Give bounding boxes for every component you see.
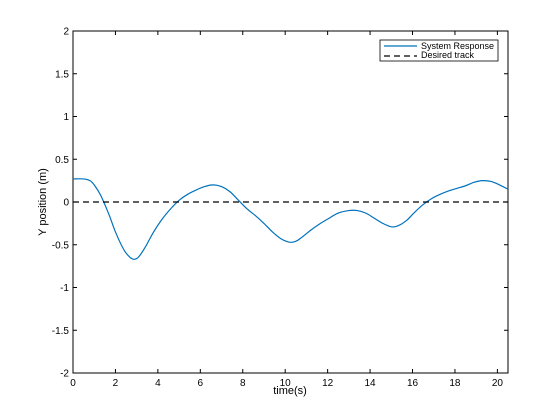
y-tick-label: -0.5 [52, 240, 70, 251]
x-tick-label: 0 [70, 378, 76, 389]
y-tick-label: 2 [63, 27, 69, 38]
x-tick-label: 18 [449, 378, 461, 389]
legend-label-desired-track: Desired track [421, 50, 475, 60]
y-axis-label: Y position (m) [37, 168, 49, 236]
y-tick-label: -1.5 [52, 326, 70, 337]
x-axis-label: time(s) [273, 385, 307, 397]
y-axis-ticks: -2 -1.5 -1 -0.5 0 0.5 1 1.5 2 [52, 27, 508, 380]
legend-label-system-response: System Response [421, 41, 494, 51]
x-tick-label: 14 [365, 378, 377, 389]
x-tick-label: 6 [198, 378, 204, 389]
y-tick-label: 1 [63, 112, 69, 123]
x-tick-label: 8 [240, 378, 246, 389]
x-tick-label: 20 [492, 378, 504, 389]
y-tick-label: -2 [60, 369, 69, 380]
x-tick-label: 4 [155, 378, 161, 389]
y-tick-label: 1.5 [55, 69, 69, 80]
legend: System Response Desired track [379, 39, 499, 62]
series-layer [72, 178, 509, 260]
x-tick-label: 12 [322, 378, 334, 389]
series-line-system-response [72, 178, 509, 260]
y-tick-label: 0.5 [55, 155, 69, 166]
x-tick-label: 16 [407, 378, 419, 389]
x-tick-label: 10 [280, 378, 292, 389]
y-tick-label: 0 [63, 198, 69, 209]
y-tick-label: -1 [60, 283, 69, 294]
x-tick-label: 2 [113, 378, 119, 389]
x-axis-ticks: 0 2 4 6 8 10 12 14 16 18 20 [70, 31, 503, 389]
